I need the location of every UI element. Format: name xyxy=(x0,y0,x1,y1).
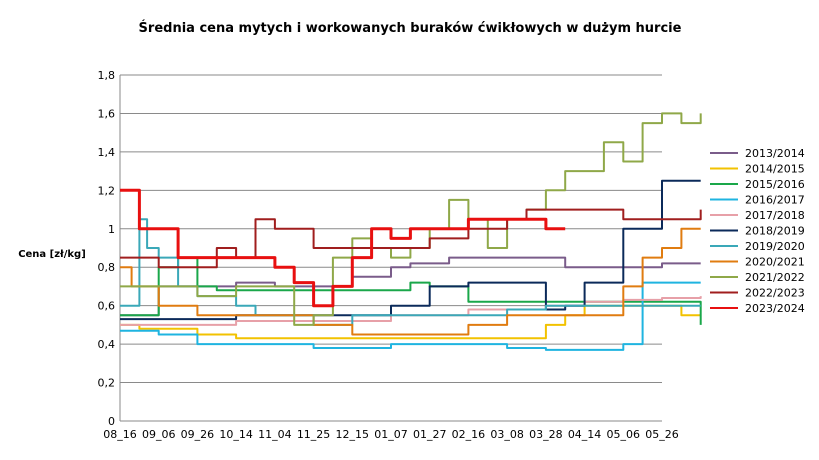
y-tick-label: 0,6 xyxy=(98,300,116,313)
y-tick-label: 1 xyxy=(108,223,115,236)
x-tick-label: 10_14 xyxy=(219,428,253,441)
y-tick-label: 0,2 xyxy=(98,377,116,390)
legend-entry: 2022/2023 xyxy=(745,287,805,300)
series-lines xyxy=(120,112,702,351)
legend-entry: 2017/2018 xyxy=(745,209,805,222)
y-tick-label: 0 xyxy=(108,415,115,428)
x-tick-label: 09_26 xyxy=(181,428,215,441)
series-line-2022-2023 xyxy=(120,208,702,269)
x-tick-label: 04_14 xyxy=(568,428,602,441)
axes xyxy=(119,75,662,422)
legend-entry: 2020/2021 xyxy=(745,256,805,269)
legend-entry: 2023/2024 xyxy=(745,302,805,315)
x-tick-label: 09_06 xyxy=(142,428,176,441)
legend: 2013/2014 2014/2015 2015/2016 2016/2017 2017… xyxy=(710,147,805,315)
x-tick-label: 05_06 xyxy=(607,428,641,441)
y-tick-label: 1,6 xyxy=(98,107,116,120)
y-tick-label: 1,8 xyxy=(98,69,116,82)
x-tick-labels: 08_16 09_06 09_26 10_14 11_04 11_25 12_15 01_07… xyxy=(103,428,679,441)
series-line-2020-2021 xyxy=(120,227,701,336)
y-tick-label: 1,4 xyxy=(98,146,116,159)
legend-entry: 2018/2019 xyxy=(745,225,805,238)
y-tick-label: 0,8 xyxy=(98,261,116,274)
legend-entry: 2021/2022 xyxy=(745,271,805,284)
series-line-2021-2022 xyxy=(120,112,702,326)
x-tick-label: 01_27 xyxy=(413,428,447,441)
series-line-2014-2015 xyxy=(120,304,701,340)
legend-entry: 2016/2017 xyxy=(745,194,805,207)
legend-entry: 2015/2016 xyxy=(745,178,805,191)
x-tick-label: 05_26 xyxy=(645,428,679,441)
y-tick-label: 0,4 xyxy=(98,338,116,351)
series-line-2023-2024 xyxy=(120,188,566,308)
series-line-2013-2014 xyxy=(120,256,701,317)
x-tick-label: 12_15 xyxy=(336,428,370,441)
legend-entry: 2013/2014 xyxy=(745,147,805,160)
x-tick-label: 01_07 xyxy=(374,428,408,441)
legend-entry: 2014/2015 xyxy=(745,163,805,176)
series-line-2017-2018 xyxy=(120,296,702,326)
x-tick-label: 03_28 xyxy=(529,428,563,441)
x-tick-label: 08_16 xyxy=(103,428,137,441)
series-line-2016-2017 xyxy=(120,281,701,351)
x-tick-label: 11_25 xyxy=(297,428,331,441)
y-axis-label: Cena [zł/kg] xyxy=(18,249,86,260)
y-tick-label: 1,2 xyxy=(98,184,116,197)
chart-title: Średnia cena mytych i workowanych burakó… xyxy=(139,20,682,36)
x-tick-label: 11_04 xyxy=(258,428,292,441)
y-tick-labels: 0 0,2 0,4 0,6 0,8 1 1,2 1,4 1,6 1,8 xyxy=(98,69,116,428)
x-tick-label: 02_16 xyxy=(452,428,486,441)
x-tick-label: 03_08 xyxy=(490,428,524,441)
legend-entry: 2019/2020 xyxy=(745,240,805,253)
